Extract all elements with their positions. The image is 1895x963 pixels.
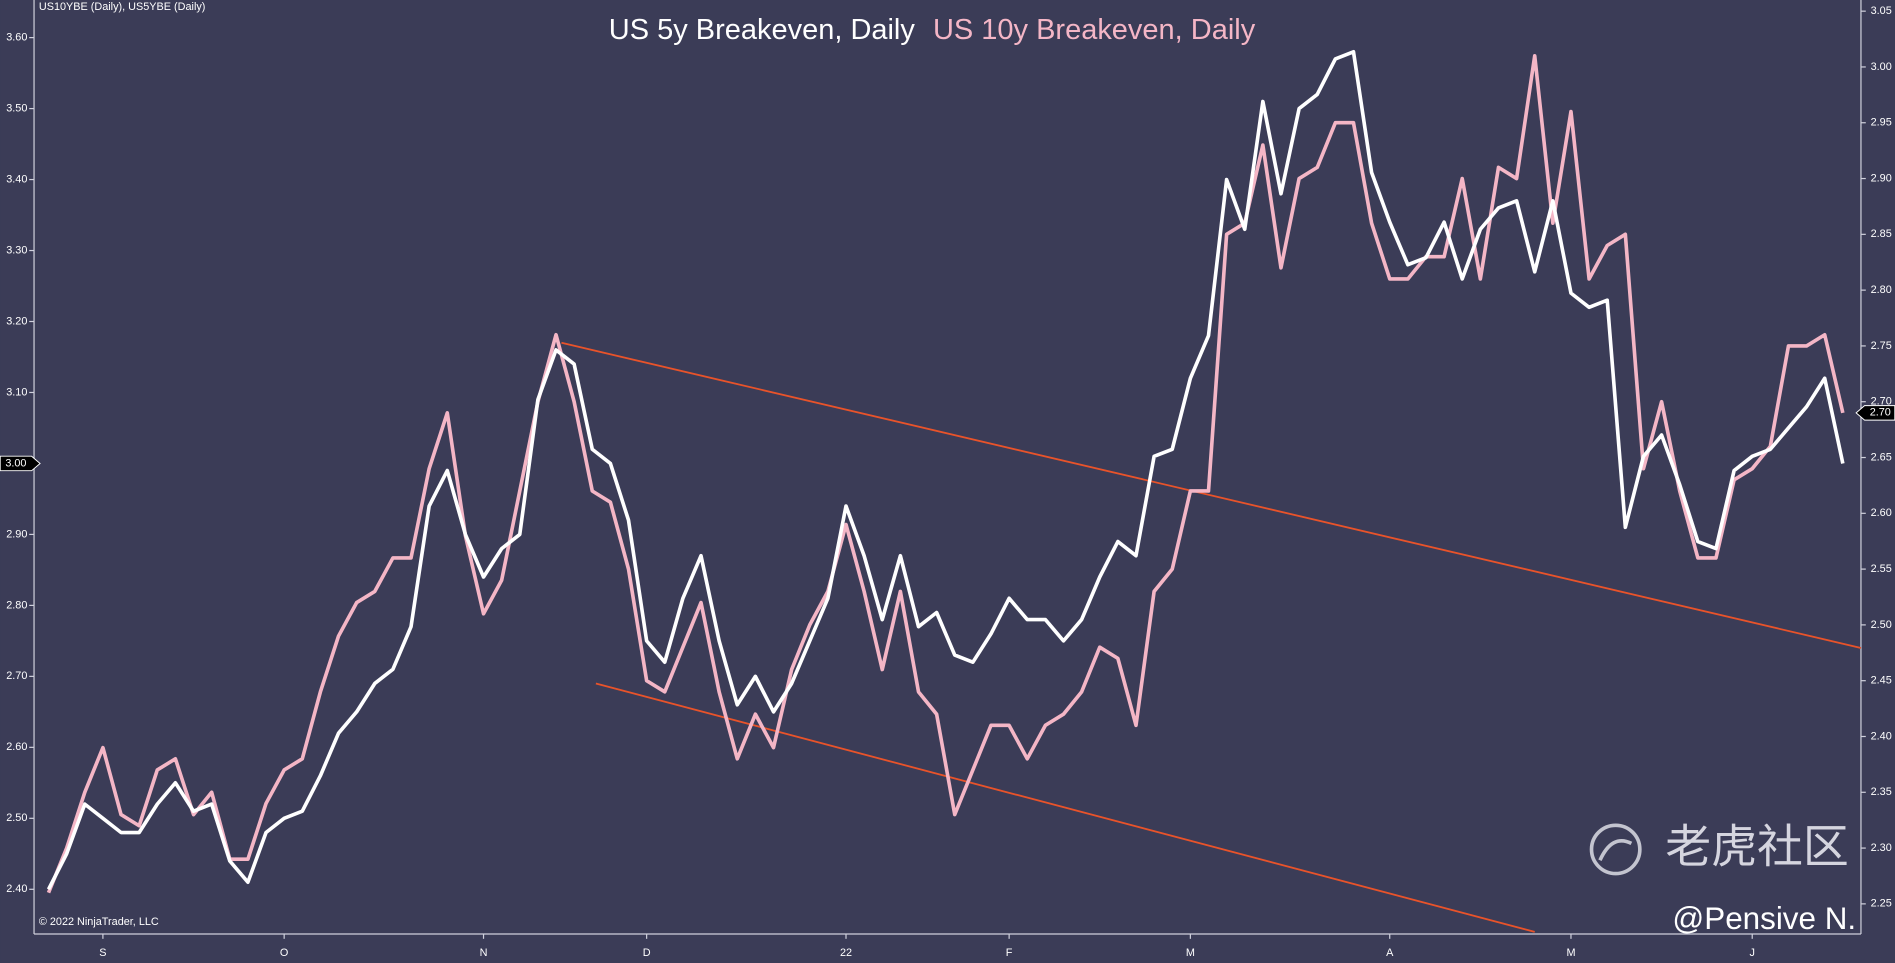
- y2-tick-label: 2.85: [1871, 228, 1892, 240]
- x-tick-label: S: [99, 947, 106, 959]
- y2-tick-label: 2.45: [1871, 675, 1892, 687]
- y2-tick-label: 2.55: [1871, 563, 1892, 575]
- y-tick-label: 2.80: [6, 599, 27, 611]
- y2-tick-label: 3.05: [1871, 5, 1892, 17]
- y-tick-label: 2.40: [6, 883, 27, 895]
- y-tick-label: 2.90: [6, 528, 27, 540]
- y2-tick-label: 2.75: [1871, 340, 1892, 352]
- y2-tick-label: 2.50: [1871, 619, 1892, 631]
- y-tick-label: 3.30: [6, 244, 27, 256]
- series-line: [46, 53, 1845, 894]
- header: US10YBE (Daily), US5YBE (Daily): [39, 1, 206, 13]
- legend-entry: US 5y Breakeven, Daily: [609, 14, 916, 46]
- y2-tick-label: 2.80: [1871, 284, 1892, 296]
- last-value-marker: 2.70: [1855, 405, 1895, 421]
- y-tick-label: 3.60: [6, 31, 27, 43]
- x-tick-label: 22: [840, 947, 852, 959]
- y-tick-label: 3.50: [6, 102, 27, 114]
- y-tick-label: 2.70: [6, 670, 27, 682]
- y-tick-label: 3.10: [6, 386, 27, 398]
- x-tick-label: F: [1006, 947, 1013, 959]
- x-tick-label: M: [1186, 947, 1195, 959]
- watermark: 老虎社区: [1665, 821, 1849, 873]
- y2-tick-label: 2.90: [1871, 172, 1892, 184]
- x-tick-label: D: [643, 947, 651, 959]
- x-tick-label: M: [1566, 947, 1575, 959]
- author: @Pensive N.: [1672, 901, 1856, 936]
- y2-tick-label: 2.30: [1871, 842, 1892, 854]
- y2-tick-label: 2.95: [1871, 117, 1892, 129]
- series-line: [46, 49, 1845, 891]
- x-tick-label: J: [1749, 947, 1754, 959]
- x-tick-label: N: [480, 947, 488, 959]
- y2-tick-label: 2.35: [1871, 786, 1892, 798]
- y2-tick-label: 2.40: [1871, 730, 1892, 742]
- last-value-marker: 3.00: [0, 455, 41, 472]
- watermark-logo: [1589, 823, 1642, 876]
- last-value-box: [0, 455, 41, 472]
- y2-tick-label: 2.65: [1871, 451, 1892, 463]
- x-tick-label: O: [280, 947, 288, 959]
- y-tick-label: 2.60: [6, 741, 27, 753]
- y2-tick-label: 2.70: [1871, 396, 1892, 408]
- y-tick-label: 3.20: [6, 315, 27, 327]
- y2-tick-label: 2.25: [1871, 898, 1892, 910]
- y2-tick-label: 2.60: [1871, 507, 1892, 519]
- y2-tick-label: 3.00: [1871, 61, 1892, 73]
- y-tick-label: 2.50: [6, 812, 27, 824]
- last-value-label: 2.70: [1870, 407, 1891, 419]
- legend-entry: US 10y Breakeven, Daily: [933, 14, 1256, 46]
- x-tick-label: A: [1386, 947, 1394, 959]
- trendline: [561, 341, 1862, 649]
- last-value-label: 3.00: [5, 457, 26, 469]
- y-tick-label: 3.40: [6, 173, 27, 185]
- copyright: © 2022 NinjaTrader, LLC: [39, 916, 159, 928]
